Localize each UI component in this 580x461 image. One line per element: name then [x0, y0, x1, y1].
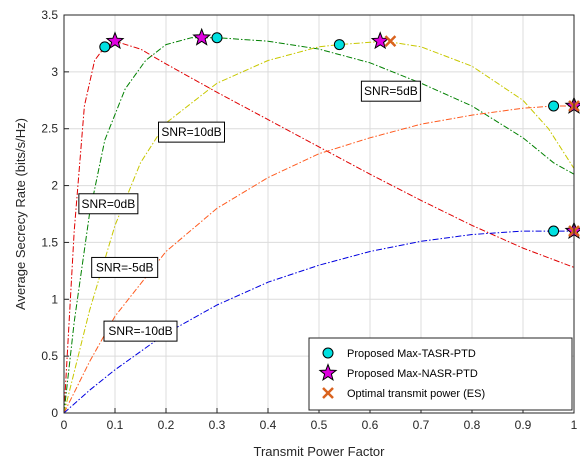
x-axis-label: Transmit Power Factor	[254, 444, 386, 459]
tasr-marker	[333, 39, 345, 51]
legend-label: Proposed Max-NASR-PTD	[347, 368, 478, 380]
x-tick-label: 0.9	[515, 418, 532, 432]
legend-marker	[322, 347, 334, 359]
y-tick-label: 0.5	[41, 349, 58, 363]
series-line	[63, 105, 574, 414]
x-tick-label: 1	[571, 418, 578, 432]
y-tick-label: 3.5	[41, 8, 58, 22]
annotation-label: SNR=-5dB	[96, 260, 154, 274]
x-tick-label: 0	[61, 418, 68, 432]
series-line	[63, 37, 575, 414]
annotation-box: SNR=0dB	[78, 193, 139, 215]
legend-marker	[318, 363, 338, 382]
y-tick-label: 1.5	[41, 235, 58, 249]
y-tick-label: 2	[51, 179, 58, 193]
axis-ticks: 0 0.1 0.2 0.3 0.4 0.5 0.6 0.7 0.8 0.9 1 0 0.5 1 1.5 2 2.…	[41, 8, 577, 432]
annotation-box: SNR=-10dB	[103, 320, 178, 342]
nasr-marker	[105, 31, 125, 50]
annotation-box: SNR=5dB	[360, 80, 421, 102]
tasr-marker	[548, 100, 560, 112]
tasr-marker	[548, 225, 560, 237]
x-tick-label: 0.7	[413, 418, 430, 432]
y-axis-label: Average Secrecy Rate (bits/s/Hz)	[13, 118, 28, 310]
annotation-frame	[360, 80, 421, 102]
series-layer	[63, 37, 575, 414]
y-tick-label: 1	[51, 292, 58, 306]
legend-label: Proposed Max-TASR-PTD	[347, 348, 476, 360]
legend-marker	[322, 387, 334, 399]
x-tick-label: 0.8	[464, 418, 481, 432]
annotation-label: SNR=-10dB	[108, 324, 172, 338]
annotation-frame	[78, 193, 139, 215]
annotation-box: SNR=10dB	[158, 121, 225, 143]
x-tick-label: 0.5	[311, 418, 328, 432]
tasr-marker	[99, 41, 111, 53]
legend-box	[308, 337, 573, 411]
x-tick-label: 0.3	[209, 418, 226, 432]
tasr-marker	[211, 32, 223, 44]
nasr-marker	[192, 27, 212, 46]
annotation-frame	[91, 256, 159, 278]
cross-stroke	[322, 387, 334, 399]
series-line	[63, 230, 574, 414]
x-tick-label: 0.2	[158, 418, 175, 432]
y-tick-label: 0	[51, 406, 58, 420]
x-tick-label: 0.6	[362, 418, 379, 432]
cross-stroke	[384, 35, 397, 48]
y-tick-label: 2.5	[41, 122, 58, 136]
series-line	[63, 40, 575, 414]
annotation-layer: SNR=5dB SNR=10dB SNR=0dB SNR=-5dB SNR=-10dB	[78, 80, 421, 342]
annotation-label: SNR=5dB	[364, 84, 418, 98]
y-tick-label: 3	[51, 65, 58, 79]
annotation-box: SNR=-5dB	[91, 256, 159, 278]
optimal-marker	[384, 35, 397, 48]
x-tick-label: 0.1	[107, 418, 124, 432]
annotation-label: SNR=10dB	[161, 125, 221, 139]
annotation-label: SNR=0dB	[82, 197, 136, 211]
annotation-frame	[103, 320, 178, 342]
legend: Proposed Max-TASR-PTD Proposed Max-NASR-P…	[308, 337, 573, 411]
annotation-frame	[158, 121, 225, 143]
legend-label: Optimal transmit power (ES)	[347, 388, 485, 400]
marker-layer	[99, 27, 580, 240]
series-line	[63, 40, 575, 414]
x-tick-label: 0.4	[260, 418, 277, 432]
